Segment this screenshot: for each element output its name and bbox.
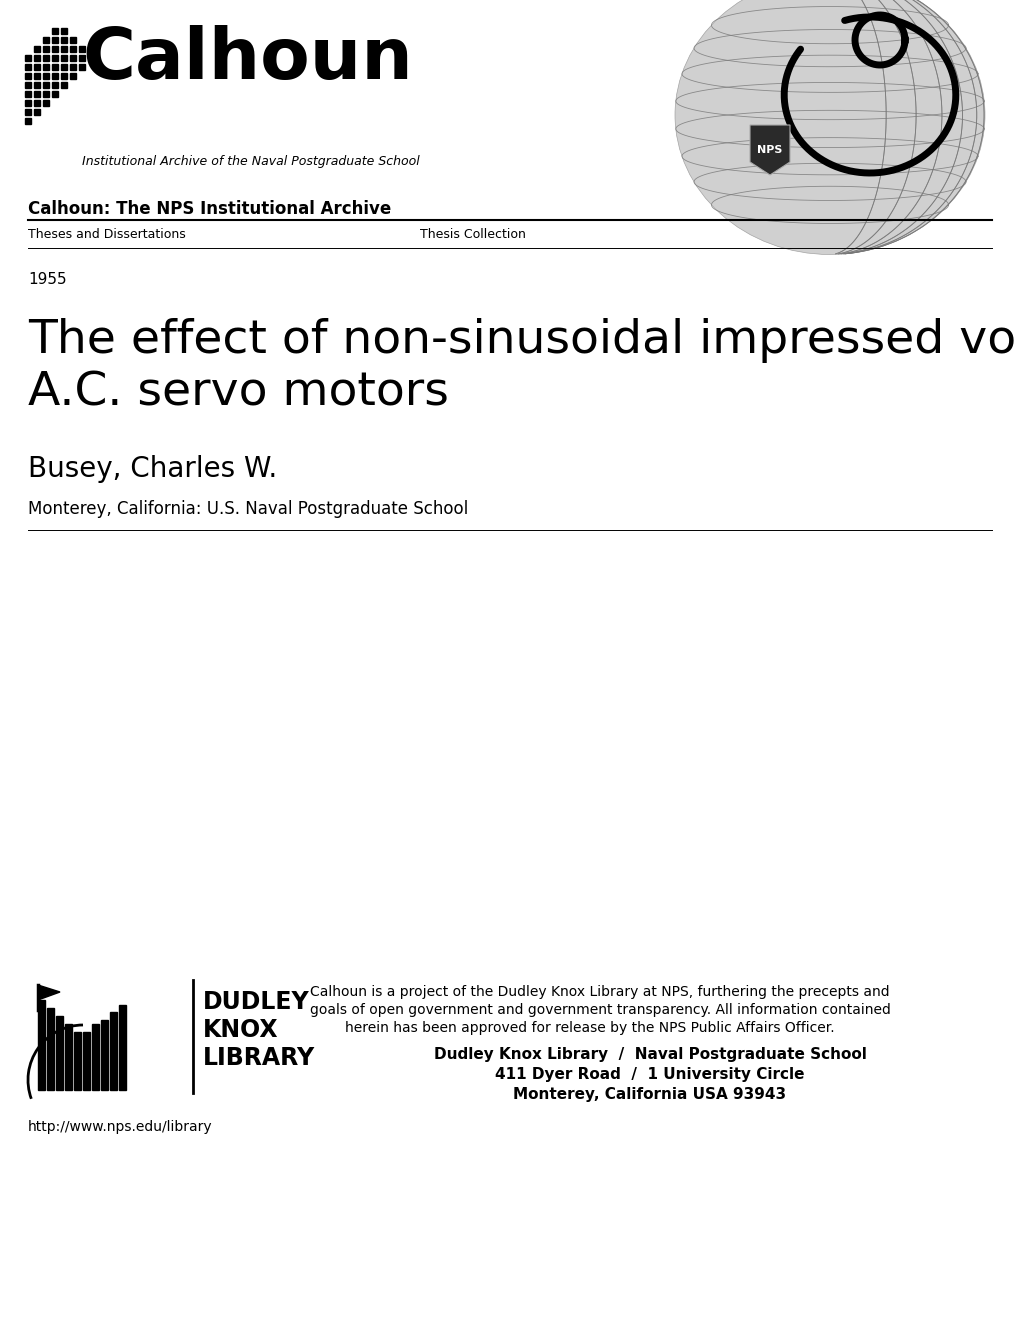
Bar <box>61 28 67 34</box>
Bar <box>70 37 76 44</box>
Bar <box>25 82 31 88</box>
Bar <box>61 46 67 51</box>
Text: Institutional Archive of the Naval Postgraduate School: Institutional Archive of the Naval Postg… <box>82 154 420 168</box>
Text: 411 Dyer Road  /  1 University Circle: 411 Dyer Road / 1 University Circle <box>495 1067 804 1082</box>
Bar <box>74 1032 81 1090</box>
Bar <box>56 1016 63 1090</box>
Bar <box>25 91 31 96</box>
Bar <box>52 73 58 79</box>
Bar <box>25 117 31 124</box>
Bar <box>52 63 58 70</box>
Bar <box>52 28 58 34</box>
Polygon shape <box>749 125 790 176</box>
Bar <box>25 55 31 61</box>
Text: Calhoun: Calhoun <box>82 25 413 94</box>
Bar <box>110 1012 117 1090</box>
Bar <box>101 1020 108 1090</box>
Text: Dudley Knox Library  /  Naval Postgraduate School: Dudley Knox Library / Naval Postgraduate… <box>433 1047 865 1063</box>
Polygon shape <box>38 985 60 1001</box>
Bar <box>52 55 58 61</box>
Text: A.C. servo motors: A.C. servo motors <box>28 370 448 414</box>
Bar <box>43 46 49 51</box>
Text: DUDLEY
KNOX
LIBRARY: DUDLEY KNOX LIBRARY <box>203 990 315 1069</box>
Bar <box>43 100 49 106</box>
Bar <box>70 46 76 51</box>
Bar <box>119 1005 126 1090</box>
Bar <box>52 82 58 88</box>
Bar <box>61 63 67 70</box>
Bar <box>34 91 40 96</box>
Text: Calhoun is a project of the Dudley Knox Library at NPS, furthering the precepts : Calhoun is a project of the Dudley Knox … <box>310 985 889 999</box>
Bar <box>34 100 40 106</box>
Bar <box>34 82 40 88</box>
Bar <box>25 110 31 115</box>
Bar <box>43 63 49 70</box>
Bar <box>83 1032 90 1090</box>
Bar <box>78 63 85 70</box>
Bar <box>43 91 49 96</box>
Bar <box>43 82 49 88</box>
Text: Calhoun: The NPS Institutional Archive: Calhoun: The NPS Institutional Archive <box>28 201 391 218</box>
Ellipse shape <box>675 0 984 255</box>
Bar <box>61 73 67 79</box>
Text: http://www.nps.edu/library: http://www.nps.edu/library <box>28 1119 212 1134</box>
Bar <box>34 73 40 79</box>
Bar <box>34 46 40 51</box>
Text: 1955: 1955 <box>28 272 66 286</box>
Bar <box>43 55 49 61</box>
Bar <box>61 55 67 61</box>
Bar <box>52 46 58 51</box>
Bar <box>70 55 76 61</box>
Bar <box>52 91 58 96</box>
Text: Busey, Charles W.: Busey, Charles W. <box>28 455 277 483</box>
Bar <box>65 1024 72 1090</box>
Text: The effect of non-sinusoidal impressed voltages on: The effect of non-sinusoidal impressed v… <box>28 318 1019 363</box>
Bar <box>61 82 67 88</box>
Bar <box>52 37 58 44</box>
Bar <box>78 55 85 61</box>
Text: herein has been approved for release by the NPS Public Affairs Officer.: herein has been approved for release by … <box>344 1020 834 1035</box>
Bar <box>34 63 40 70</box>
Bar <box>43 37 49 44</box>
Bar <box>43 73 49 79</box>
Text: Monterey, California USA 93943: Monterey, California USA 93943 <box>513 1086 786 1102</box>
Bar <box>25 73 31 79</box>
Bar <box>47 1008 54 1090</box>
Bar <box>92 1024 99 1090</box>
Bar <box>70 73 76 79</box>
Bar <box>78 46 85 51</box>
Bar <box>38 1001 45 1090</box>
Bar <box>25 100 31 106</box>
Bar <box>25 63 31 70</box>
Bar <box>34 110 40 115</box>
Bar <box>70 63 76 70</box>
Text: Thesis Collection: Thesis Collection <box>420 228 526 242</box>
Bar <box>34 55 40 61</box>
Text: Theses and Dissertations: Theses and Dissertations <box>28 228 185 242</box>
Text: NPS: NPS <box>756 145 782 154</box>
Text: goals of open government and government transparency. All information contained: goals of open government and government … <box>310 1003 890 1016</box>
Text: Monterey, California: U.S. Naval Postgraduate School: Monterey, California: U.S. Naval Postgra… <box>28 500 468 517</box>
Bar <box>61 37 67 44</box>
